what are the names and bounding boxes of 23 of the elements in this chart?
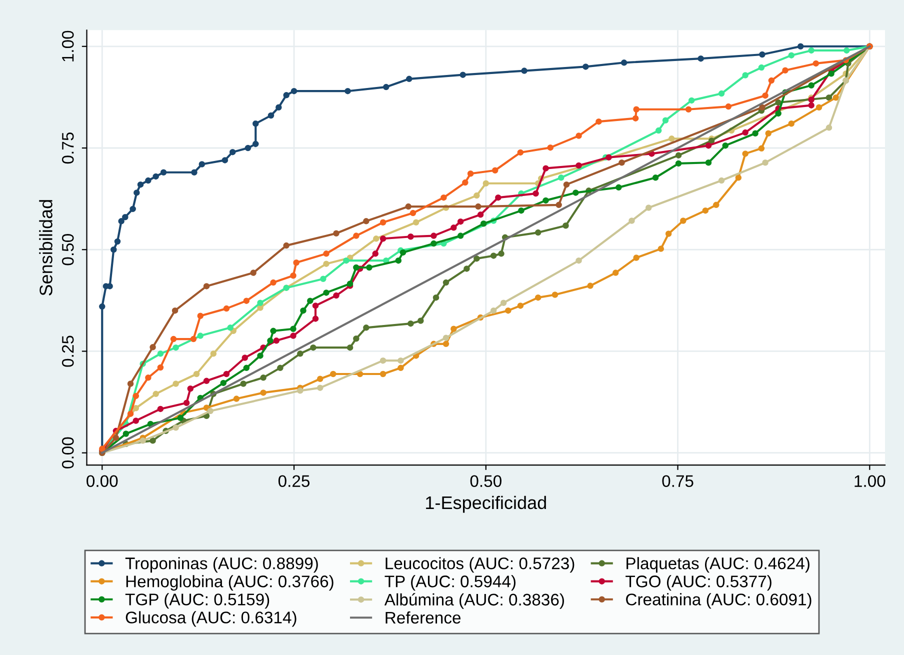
y-tick-label: 0.50 xyxy=(62,234,74,266)
x-tick-label: 0.25 xyxy=(278,475,310,488)
y-tick-label: 0.00 xyxy=(62,437,74,468)
legend-label: Plaquetas (AUC: 0.4624) xyxy=(626,557,810,573)
x-tick-label: 0.00 xyxy=(86,475,118,488)
y-axis-title: Sensibilidad xyxy=(39,200,52,296)
y-tick-label: 1.00 xyxy=(62,30,74,62)
legend-label: Hemoglobina (AUC: 0.3766) xyxy=(126,575,334,591)
legend-label: Glucosa (AUC: 0.6314) xyxy=(126,611,296,627)
legend-label: Reference xyxy=(386,611,461,624)
legend-label: TP (AUC: 0.5944) xyxy=(384,575,516,591)
legend-label: Troponinas (AUC: 0.8899) xyxy=(125,557,318,573)
legend-label: Albúmina (AUC: 0.3836) xyxy=(384,593,564,609)
y-tick-label: 0.25 xyxy=(62,336,74,367)
legend-label: TGO (AUC: 0.5377) xyxy=(626,575,772,591)
legend-label: TGP (AUC: 0.5159) xyxy=(125,593,270,609)
x-tick-label: 0.50 xyxy=(470,475,502,488)
x-tick-label: 1.00 xyxy=(854,475,886,488)
y-tick-label: 0.75 xyxy=(62,132,74,164)
legend-label: Creatinina (AUC: 0.6091) xyxy=(626,593,812,609)
legend-label: Leucocitos (AUC: 0.5723) xyxy=(386,557,574,573)
x-tick-label: 0.75 xyxy=(662,475,694,488)
x-axis-title: 1-Especificidad xyxy=(426,496,546,513)
